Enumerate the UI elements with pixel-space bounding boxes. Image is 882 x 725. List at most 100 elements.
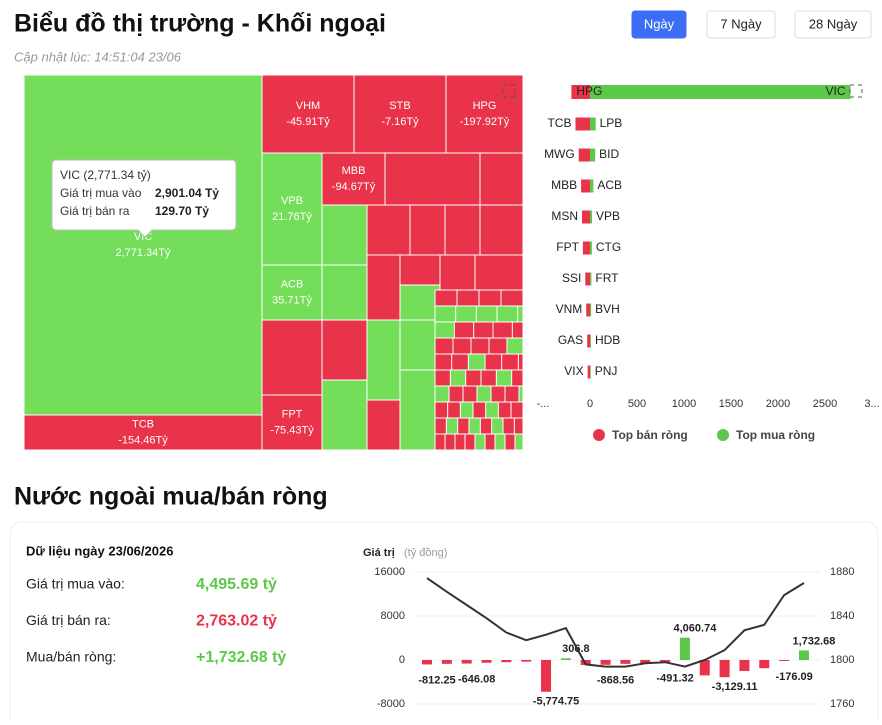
bar	[759, 660, 770, 669]
treemap-filler	[479, 204, 524, 256]
x-tick-label: 0	[587, 398, 593, 410]
treemap-filler	[434, 321, 458, 339]
sell-name: VNM	[556, 302, 583, 316]
tooltip-value: 129.70 Tỷ	[155, 204, 209, 218]
treemap-filler	[500, 289, 524, 307]
legend-label: Top mua ròng	[736, 428, 815, 442]
treemap-filler	[513, 417, 524, 435]
bar-label: -3,129.11	[712, 681, 758, 693]
legend-dot	[593, 429, 605, 441]
expand-icon	[502, 84, 516, 98]
update-time: Cập nhật lúc: 14:51:04 23/06	[14, 49, 182, 64]
tab-button[interactable]	[706, 10, 776, 39]
treemap-filler	[409, 204, 446, 256]
sell-bar	[571, 85, 590, 99]
bar	[481, 660, 492, 663]
treemap-tile	[261, 74, 355, 154]
buy-name: CTG	[596, 240, 621, 254]
tab-label[interactable]: 28 Ngày	[809, 16, 858, 31]
sell-name: MBB	[551, 178, 577, 192]
tile-value: -154.46Tỷ	[118, 434, 168, 446]
treemap-filler	[473, 321, 497, 339]
sell-bar	[587, 365, 590, 379]
page-title: Biểu đồ thị trường - Khối ngoại	[14, 10, 386, 38]
treemap-filler	[384, 152, 481, 206]
buy-name: HDB	[595, 333, 620, 347]
x-tick-label: 1500	[719, 398, 743, 410]
treemap-filler	[399, 319, 436, 371]
treemap-filler	[479, 152, 524, 206]
buy-name: BID	[599, 147, 619, 161]
tile-value: -94.67Tỷ	[332, 181, 376, 193]
treemap-filler	[475, 305, 499, 323]
summary-value: 2,763.02 tỷ	[196, 613, 277, 630]
bar	[719, 660, 730, 678]
buy-bar	[590, 272, 592, 286]
buy-bar	[590, 210, 593, 224]
bar	[521, 660, 532, 662]
treemap-tile	[261, 264, 323, 321]
treemap-tile	[261, 152, 323, 266]
tab-button[interactable]	[794, 10, 872, 39]
buy-name: VIC	[825, 84, 845, 98]
treemap-filler	[453, 321, 477, 339]
bar-label: -5,774.75	[533, 696, 579, 708]
bar	[798, 650, 809, 660]
y-title: Giá trị	[363, 547, 395, 559]
x-tick-label: 2500	[813, 398, 837, 410]
bar-label: -868.56	[597, 675, 634, 687]
bar	[779, 660, 790, 661]
tile-value: 35.71Tỷ	[272, 294, 312, 306]
tile-name: TCB	[132, 418, 154, 430]
buy-name: FRT	[595, 271, 619, 285]
buy-bar	[590, 85, 851, 99]
y-tick-label: -8000	[377, 698, 405, 710]
treemap-filler	[514, 433, 524, 451]
sell-bar	[578, 148, 590, 162]
summary-label: Giá trị bán ra:	[26, 612, 111, 628]
buy-bar	[590, 241, 592, 255]
tab-button[interactable]	[631, 10, 687, 39]
legend-label: Top bán ròng	[612, 428, 688, 442]
bar	[739, 660, 750, 671]
treemap-filler	[492, 321, 516, 339]
tile-name: VPB	[281, 195, 303, 207]
bar	[461, 660, 472, 664]
tile-name: STB	[389, 100, 410, 112]
tile-value: -45.91Tỷ	[286, 116, 330, 128]
bar-label: -812.25	[418, 674, 455, 686]
x-tick-label: 500	[628, 398, 646, 410]
tile-value: -7.16Tỷ	[381, 116, 419, 128]
buy-bar	[590, 179, 594, 193]
section-title: Nước ngoài mua/bán ròng	[14, 483, 328, 511]
y2-tick-label: 1840	[830, 610, 854, 622]
tile-value: -197.92Tỷ	[460, 116, 510, 128]
sell-bar	[575, 117, 590, 131]
sell-bar	[585, 272, 590, 286]
legend-dot	[717, 429, 729, 441]
y-tick-label: 0	[399, 654, 405, 666]
bar	[541, 660, 552, 692]
buy-name: BVH	[595, 302, 620, 316]
buy-bar	[590, 303, 592, 317]
sell-name: MSN	[551, 209, 578, 223]
tile-name: FPT	[282, 408, 303, 420]
sell-name: GAS	[558, 333, 583, 347]
expand-icon	[849, 84, 863, 98]
treemap-tile	[321, 152, 386, 206]
treemap-filler	[511, 369, 524, 387]
x-tick-label: 3...	[864, 398, 879, 410]
treemap-filler	[366, 319, 401, 401]
treemap-filler	[321, 204, 368, 266]
tile-name: HPG	[473, 100, 497, 112]
tooltip-label: Giá trị bán ra	[60, 204, 130, 218]
tab-label[interactable]: 7 Ngày	[720, 16, 762, 31]
x-tick-label: 1000	[672, 398, 696, 410]
treemap-filler	[506, 337, 524, 355]
bar	[699, 660, 710, 676]
y2-tick-label: 1800	[830, 654, 854, 666]
bar	[620, 660, 631, 664]
treemap-filler	[474, 254, 524, 291]
tab-label[interactable]: Ngày	[644, 16, 675, 31]
